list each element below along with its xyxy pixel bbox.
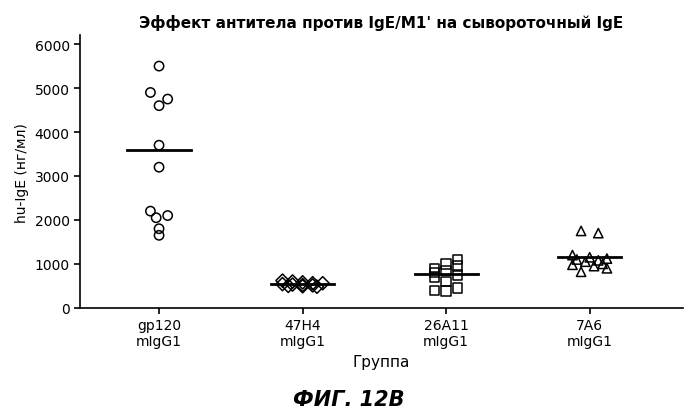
- Point: [297, 282, 309, 289]
- Y-axis label: hu-IgE (нг/мл): hu-IgE (нг/мл): [15, 122, 29, 222]
- Point: [154, 103, 165, 110]
- Point: [440, 278, 452, 285]
- Point: [145, 90, 156, 97]
- Point: [154, 164, 165, 171]
- Point: [287, 282, 298, 288]
- Point: [297, 283, 309, 290]
- Point: [317, 280, 328, 287]
- Point: [452, 263, 463, 270]
- Point: [584, 254, 595, 261]
- Point: [575, 269, 586, 275]
- Title: Эффект антитела против IgE/M1' на сывороточный IgE: Эффект антитела против IgE/M1' на сыворо…: [140, 15, 624, 31]
- Point: [602, 256, 613, 262]
- Point: [283, 283, 294, 290]
- Point: [593, 257, 604, 264]
- Point: [571, 256, 582, 263]
- Point: [440, 288, 452, 295]
- Point: [597, 261, 608, 268]
- Point: [429, 287, 440, 294]
- Point: [307, 282, 318, 289]
- Point: [154, 233, 165, 239]
- Point: [151, 215, 162, 221]
- Point: [277, 278, 288, 284]
- Point: [154, 142, 165, 149]
- Point: [162, 97, 173, 103]
- Point: [429, 270, 440, 276]
- Text: ФИГ. 12В: ФИГ. 12В: [293, 389, 405, 409]
- Point: [440, 261, 452, 268]
- Point: [429, 274, 440, 281]
- Point: [588, 263, 600, 270]
- Point: [452, 285, 463, 292]
- Point: [575, 228, 586, 235]
- Point: [452, 256, 463, 263]
- Point: [440, 268, 452, 274]
- Point: [311, 284, 322, 290]
- Point: [307, 280, 318, 287]
- Point: [567, 262, 578, 268]
- Point: [154, 64, 165, 70]
- Point: [287, 278, 298, 285]
- Point: [429, 265, 440, 272]
- Point: [593, 230, 604, 237]
- Point: [162, 213, 173, 219]
- Point: [602, 265, 613, 272]
- Point: [154, 226, 165, 233]
- X-axis label: Группа: Группа: [353, 354, 410, 369]
- Point: [567, 252, 578, 259]
- Point: [297, 279, 309, 286]
- Point: [145, 208, 156, 215]
- Point: [277, 281, 288, 288]
- Point: [452, 272, 463, 278]
- Point: [580, 259, 591, 266]
